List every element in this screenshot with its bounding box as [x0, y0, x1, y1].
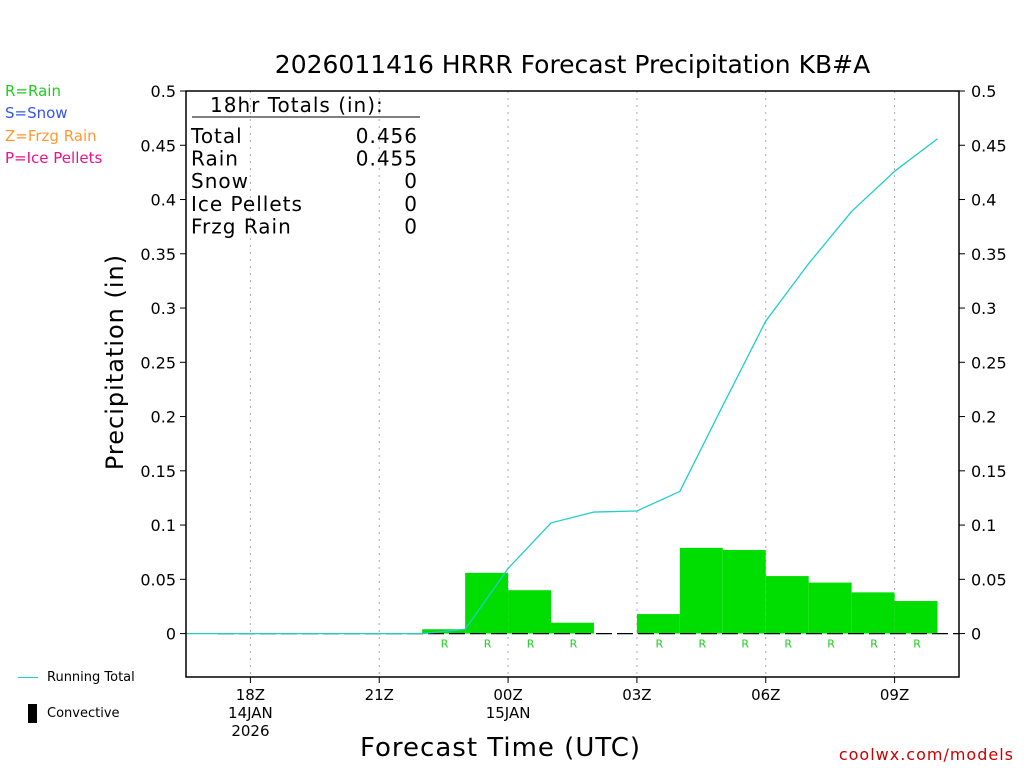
precip-bar — [851, 592, 895, 634]
precip-bar — [636, 614, 680, 634]
convective-label: Convective — [47, 706, 120, 721]
y-tick-label: 0.15 — [140, 462, 176, 481]
x-axis-title: Forecast Time (UTC) — [360, 733, 642, 763]
y-tick-label: 0.1 — [151, 516, 176, 535]
y-tick-label-right: 0.15 — [971, 462, 1007, 481]
y-tick-label-right: 0 — [971, 625, 981, 644]
type-marker: R — [913, 638, 921, 651]
totals-value: 0 — [404, 169, 418, 193]
precip-bar — [551, 622, 594, 634]
x-tick-label: 00Z — [493, 686, 522, 704]
y-tick-label: 0.3 — [151, 299, 176, 318]
totals-box: 18hr Totals (in): Total 0.456 Rain 0.455 Snow… — [190, 93, 420, 238]
totals-label: Ice Pellets — [191, 192, 303, 216]
x-tick-label: 03Z — [622, 686, 651, 704]
totals-value: 0.455 — [356, 147, 418, 171]
type-marker: R — [784, 638, 792, 651]
legend-rain: R=Rain — [5, 82, 61, 100]
totals-label: Snow — [191, 169, 249, 193]
x-tick-label: 21Z — [365, 686, 394, 704]
totals-value: 0 — [404, 192, 418, 216]
y-tick-label-right: 0.35 — [971, 245, 1007, 264]
legend-ice-pellets: P=Ice Pellets — [5, 149, 103, 167]
y-axis-right: 0 0.05 0.1 0.15 0.2 0.25 0.3 0.35 0.4 0.45 0.5 — [959, 82, 1007, 644]
y-tick-label: 0.4 — [151, 191, 176, 210]
y-axis-left: 0 0.05 0.1 0.15 0.2 0.25 0.3 0.35 0.4 0.45 0.5 — [140, 82, 186, 644]
x-tick-label: 15JAN — [486, 704, 531, 722]
y-tick-label: 0.25 — [140, 353, 176, 372]
running-total-line — [186, 138, 938, 635]
y-tick-label: 0.05 — [140, 570, 176, 589]
x-tick-label: 06Z — [751, 686, 780, 704]
precip-bar — [465, 572, 509, 634]
y-tick-label-right: 0.4 — [971, 191, 996, 210]
y-tick-label: 0.2 — [151, 408, 176, 427]
legend-snow: S=Snow — [5, 104, 68, 122]
y-tick-label: 0.35 — [140, 245, 176, 264]
precip-bar — [722, 550, 766, 634]
type-marker: R — [870, 638, 878, 651]
y-tick-label-right: 0.25 — [971, 353, 1007, 372]
x-tick-label: 2026 — [231, 722, 269, 740]
totals-value: 0.456 — [356, 124, 418, 148]
type-marker: R — [570, 638, 578, 651]
legend-freezing-rain: Z=Frzg Rain — [5, 127, 97, 145]
y-tick-label-right: 0.45 — [971, 136, 1007, 155]
x-tick-label: 14JAN — [228, 704, 273, 722]
y-tick-label-right: 0.5 — [971, 82, 996, 101]
totals-label: Total — [190, 124, 243, 148]
y-tick-label: 0.5 — [151, 82, 176, 101]
type-marker: R — [527, 638, 535, 651]
precip-bar — [894, 601, 938, 634]
precip-bar — [808, 582, 852, 634]
type-marker: R — [656, 638, 664, 651]
precip-bar — [679, 547, 723, 634]
totals-header: 18hr Totals (in): — [210, 93, 384, 117]
y-tick-label-right: 0.3 — [971, 299, 996, 318]
chart-title: 2026011416 HRRR Forecast Precipitation K… — [274, 50, 871, 79]
plot-frame — [185, 90, 960, 678]
type-marker: R — [827, 638, 835, 651]
totals-label: Rain — [191, 147, 239, 171]
convective-swatch — [28, 704, 37, 723]
x-tick-label: 09Z — [880, 686, 909, 704]
y-tick-label-right: 0.05 — [971, 570, 1007, 589]
type-marker: R — [698, 638, 706, 651]
x-tick-label: 18Z — [236, 686, 265, 704]
y-tick-label-right: 0.1 — [971, 516, 996, 535]
y-tick-label: 0.45 — [140, 136, 176, 155]
hourly-bars — [422, 547, 938, 634]
y-tick-label: 0 — [166, 625, 176, 644]
running-total-swatch — [18, 677, 38, 678]
credit-text: coolwx.com/models — [838, 745, 1014, 764]
type-marker: R — [484, 638, 492, 651]
precip-bar — [508, 590, 552, 634]
y-tick-label-right: 0.2 — [971, 408, 996, 427]
type-marker: R — [741, 638, 749, 651]
precip-bar — [765, 576, 809, 634]
totals-label: Frzg Rain — [191, 214, 292, 238]
type-marker: R — [441, 638, 449, 651]
totals-value: 0 — [404, 214, 418, 238]
running-total-label: Running Total — [47, 670, 135, 685]
